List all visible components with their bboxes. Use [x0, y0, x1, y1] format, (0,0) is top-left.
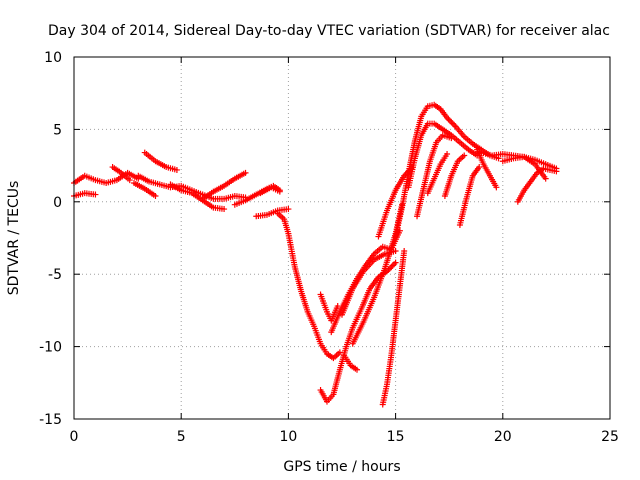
data-point — [445, 116, 452, 123]
chart-title: Day 304 of 2014, Sidereal Day-to-day VTE… — [48, 23, 610, 39]
data-point — [476, 164, 483, 171]
data-point — [152, 193, 159, 200]
data-point — [285, 206, 292, 213]
data-point — [392, 248, 399, 255]
series-arc-f — [131, 179, 159, 200]
data-point — [493, 184, 500, 191]
data-point — [391, 261, 398, 268]
y-tick-label: 5 — [53, 122, 62, 138]
plot-frame — [73, 56, 611, 420]
series-arc-g — [167, 181, 228, 213]
data-point — [451, 122, 458, 129]
data-point — [221, 206, 228, 213]
x-tick-label: 15 — [387, 429, 405, 445]
data-point — [389, 262, 396, 269]
data-point — [276, 188, 283, 195]
data-points — [71, 101, 560, 408]
series-arc-h — [199, 169, 249, 202]
series-arc-x — [424, 151, 451, 197]
y-tick-label: -15 — [39, 412, 62, 428]
series-arc-ad — [514, 165, 560, 205]
data-point — [553, 168, 560, 175]
series-arc-z — [456, 164, 483, 228]
data-point — [446, 117, 453, 124]
x-tick-label: 25 — [601, 429, 619, 445]
x-tick-label: 20 — [494, 429, 512, 445]
data-point — [461, 152, 468, 159]
data-point — [392, 259, 399, 266]
y-tick-label: 10 — [44, 50, 62, 66]
x-tick-label: 5 — [177, 429, 186, 445]
data-point — [173, 166, 180, 173]
series-arc-a — [71, 169, 142, 186]
data-point — [388, 263, 395, 270]
x-tick-label: 10 — [279, 429, 297, 445]
data-point — [334, 303, 341, 310]
series-arc-s — [379, 248, 408, 408]
data-point — [444, 151, 451, 158]
series-arc-c — [109, 164, 133, 184]
data-point — [92, 191, 99, 198]
series-arc-aa — [474, 146, 500, 191]
series-arc-j — [253, 206, 292, 220]
y-tick-label: -10 — [39, 340, 62, 356]
series-arc-d — [135, 172, 249, 202]
data-point — [354, 366, 361, 373]
data-point — [126, 177, 133, 184]
series-arc-k — [257, 184, 283, 197]
y-axis-label: SDTVAR / TECUs — [6, 181, 22, 296]
series-arc-u — [392, 101, 502, 240]
data-point — [448, 135, 455, 142]
data-point — [448, 119, 455, 126]
x-tick-label: 0 — [70, 429, 79, 445]
series-arc-y — [441, 152, 468, 200]
series-arc-e — [141, 149, 180, 173]
y-tick-label: -5 — [48, 267, 62, 283]
series-arc-b — [71, 190, 99, 200]
data-point — [396, 227, 403, 234]
y-tick-label: 0 — [53, 195, 62, 211]
series-arc-p — [341, 352, 361, 373]
series-arc-n — [317, 291, 341, 324]
data-point — [242, 169, 249, 176]
data-point — [542, 175, 549, 182]
series-arc-l — [274, 210, 343, 362]
x-axis-label: GPS time / hours — [283, 459, 400, 475]
data-point — [449, 120, 456, 127]
data-point — [401, 248, 408, 255]
series-arc-w — [414, 132, 455, 220]
axis-ticks: 0 5 10 15 20 25 -15 -10 -5 0 5 10 — [39, 50, 619, 445]
